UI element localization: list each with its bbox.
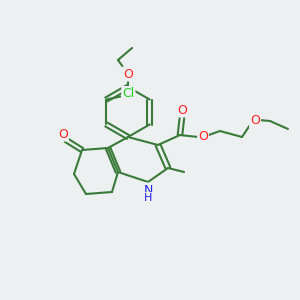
Text: O: O (198, 130, 208, 142)
Text: Cl: Cl (122, 87, 134, 100)
Text: O: O (123, 68, 133, 80)
Text: H: H (144, 193, 152, 203)
Text: O: O (250, 115, 260, 128)
Text: O: O (58, 128, 68, 140)
Text: N: N (143, 184, 153, 196)
Text: O: O (177, 103, 187, 116)
